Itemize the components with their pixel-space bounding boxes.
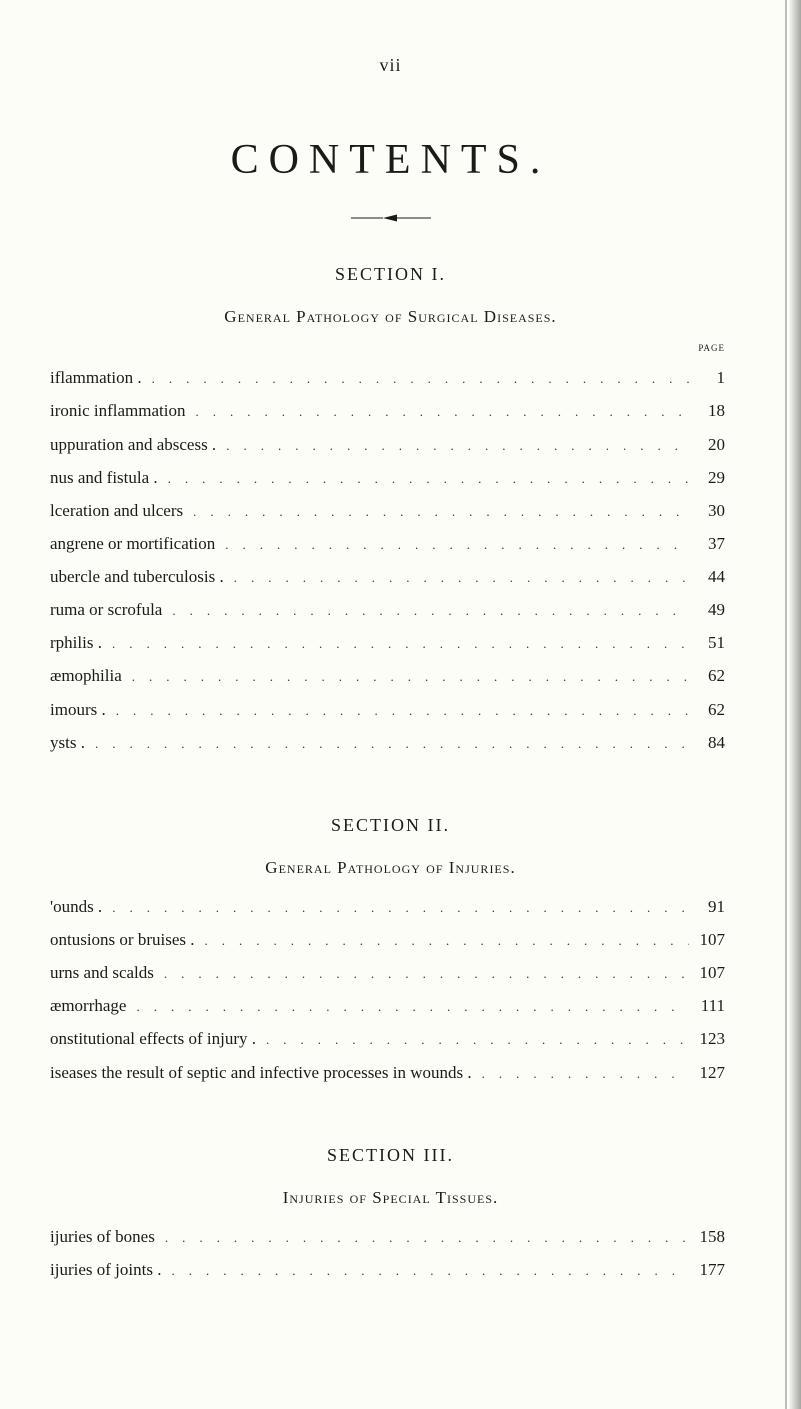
toc-entry-label: æmophilia xyxy=(50,659,122,692)
toc-entry-label: 'ounds . xyxy=(50,890,102,923)
toc-leader-dots: ........................................… xyxy=(162,598,689,623)
toc-leader-dots: ........................................… xyxy=(142,366,689,391)
toc-leader-dots: ........................................… xyxy=(161,1258,689,1283)
toc-entry-label: lceration and ulcers xyxy=(50,494,183,527)
toc-leader-dots: ........................................… xyxy=(472,1061,689,1086)
toc-entry-page: 44 xyxy=(689,560,731,593)
toc-row: iflammation ............................… xyxy=(50,361,731,394)
toc-row: ysts ...................................… xyxy=(50,726,731,759)
toc-entry-page: 91 xyxy=(689,890,731,923)
toc-entry-page: 107 xyxy=(689,923,731,956)
toc-leader-dots: ........................................… xyxy=(102,631,689,656)
toc-row: imours .................................… xyxy=(50,693,731,726)
toc-row: rphilis ................................… xyxy=(50,626,731,659)
toc-row: uppuration and abscess .................… xyxy=(50,428,731,461)
toc-leader-dots: ........................................… xyxy=(215,532,689,557)
toc-entry-label: imours . xyxy=(50,693,106,726)
toc-entry-page: 84 xyxy=(689,726,731,759)
toc-row: 'ounds .................................… xyxy=(50,890,731,923)
divider-line-icon xyxy=(351,212,431,228)
toc-row: onstitutional effects of injury ........… xyxy=(50,1022,731,1055)
toc-leader-dots: ........................................… xyxy=(122,664,689,689)
section-subtitle: Injuries of Special Tissues. xyxy=(50,1188,731,1208)
section-block: SECTION I. General Pathology of Surgical … xyxy=(50,264,731,759)
toc-leader-dots: ........................................… xyxy=(154,961,689,986)
toc-row: iseases the result of septic and infecti… xyxy=(50,1056,731,1089)
toc-row: angrene or mortification................… xyxy=(50,527,731,560)
toc-entry-page: 37 xyxy=(689,527,731,560)
toc-entry-label: onstitutional effects of injury . xyxy=(50,1022,256,1055)
toc-entry-page: 127 xyxy=(689,1056,731,1089)
toc-leader-dots: ........................................… xyxy=(195,928,690,953)
toc-entry-label: iseases the result of septic and infecti… xyxy=(50,1056,472,1089)
section-block: SECTION II. General Pathology of Injuries… xyxy=(50,815,731,1089)
toc-entry-label: urns and scalds xyxy=(50,956,154,989)
toc-entry-label: ruma or scrofula xyxy=(50,593,162,626)
toc-row: ruma or scrofula........................… xyxy=(50,593,731,626)
toc-leader-dots: ........................................… xyxy=(85,731,689,756)
page-container: vii CONTENTS. SECTION I. General Patholog… xyxy=(0,0,801,1382)
toc-row: æmorrhage...............................… xyxy=(50,989,731,1022)
toc-leader-dots: ........................................… xyxy=(216,433,689,458)
toc-row: ubercle and tuberculosis ...............… xyxy=(50,560,731,593)
toc-entry-page: 29 xyxy=(689,461,731,494)
toc-entry-page: 177 xyxy=(689,1253,731,1286)
toc-entry-label: ontusions or bruises . xyxy=(50,923,195,956)
toc-leader-dots: ........................................… xyxy=(186,399,690,424)
toc-row: ijuries of bones........................… xyxy=(50,1220,731,1253)
toc-leader-dots: ........................................… xyxy=(102,895,689,920)
book-title: CONTENTS. xyxy=(50,136,731,184)
toc-leader-dots: ........................................… xyxy=(106,698,689,723)
toc-leader-dots: ........................................… xyxy=(155,1225,689,1250)
section-label: SECTION I. xyxy=(50,264,731,285)
section-subtitle: General Pathology of Injuries. xyxy=(50,858,731,878)
toc-row: ironic inflammation.....................… xyxy=(50,394,731,427)
section-label: SECTION III. xyxy=(50,1145,731,1166)
toc-entry-label: ubercle and tuberculosis . xyxy=(50,560,224,593)
toc-row: lceration and ulcers....................… xyxy=(50,494,731,527)
toc-row: urns and scalds.........................… xyxy=(50,956,731,989)
toc-entry-page: 62 xyxy=(689,659,731,692)
toc-entry-label: uppuration and abscess . xyxy=(50,428,216,461)
toc-entry-label: nus and fistula . xyxy=(50,461,158,494)
toc-entry-label: ysts . xyxy=(50,726,85,759)
toc-entry-label: angrene or mortification xyxy=(50,527,215,560)
page-gutter-shadow xyxy=(789,0,801,1409)
toc-leader-dots: ........................................… xyxy=(183,499,689,524)
toc-leader-dots: ........................................… xyxy=(126,994,689,1019)
toc-entry-page: 51 xyxy=(689,626,731,659)
toc-leader-dots: ........................................… xyxy=(256,1027,689,1052)
toc-entry-page: 20 xyxy=(689,428,731,461)
toc-entry-label: ironic inflammation xyxy=(50,394,186,427)
title-divider xyxy=(50,212,731,228)
toc-entry-page: 49 xyxy=(689,593,731,626)
toc-entry-page: 111 xyxy=(689,989,731,1022)
page-column-header: page xyxy=(50,339,731,355)
toc-entry-label: ijuries of bones xyxy=(50,1220,155,1253)
toc-row: æmophilia...............................… xyxy=(50,659,731,692)
roman-page-number: vii xyxy=(50,55,731,76)
toc-entry-label: iflammation . xyxy=(50,361,142,394)
toc-leader-dots: ........................................… xyxy=(224,565,689,590)
toc-entry-page: 62 xyxy=(689,693,731,726)
toc-row: nus and fistula ........................… xyxy=(50,461,731,494)
toc-entry-page: 107 xyxy=(689,956,731,989)
toc-entry-label: ijuries of joints . xyxy=(50,1253,161,1286)
section-block: SECTION III. Injuries of Special Tissues.… xyxy=(50,1145,731,1286)
toc-row: ijuries of joints ......................… xyxy=(50,1253,731,1286)
toc-entry-page: 1 xyxy=(689,361,731,394)
toc-entry-label: æmorrhage xyxy=(50,989,126,1022)
section-label: SECTION II. xyxy=(50,815,731,836)
toc-leader-dots: ........................................… xyxy=(158,466,689,491)
toc-entry-page: 158 xyxy=(689,1220,731,1253)
section-subtitle: General Pathology of Surgical Diseases. xyxy=(50,307,731,327)
toc-entry-page: 18 xyxy=(689,394,731,427)
toc-entry-label: rphilis . xyxy=(50,626,102,659)
toc-entry-page: 30 xyxy=(689,494,731,527)
toc-row: ontusions or bruises ...................… xyxy=(50,923,731,956)
page-gutter-line xyxy=(785,0,787,1409)
toc-entry-page: 123 xyxy=(689,1022,731,1055)
